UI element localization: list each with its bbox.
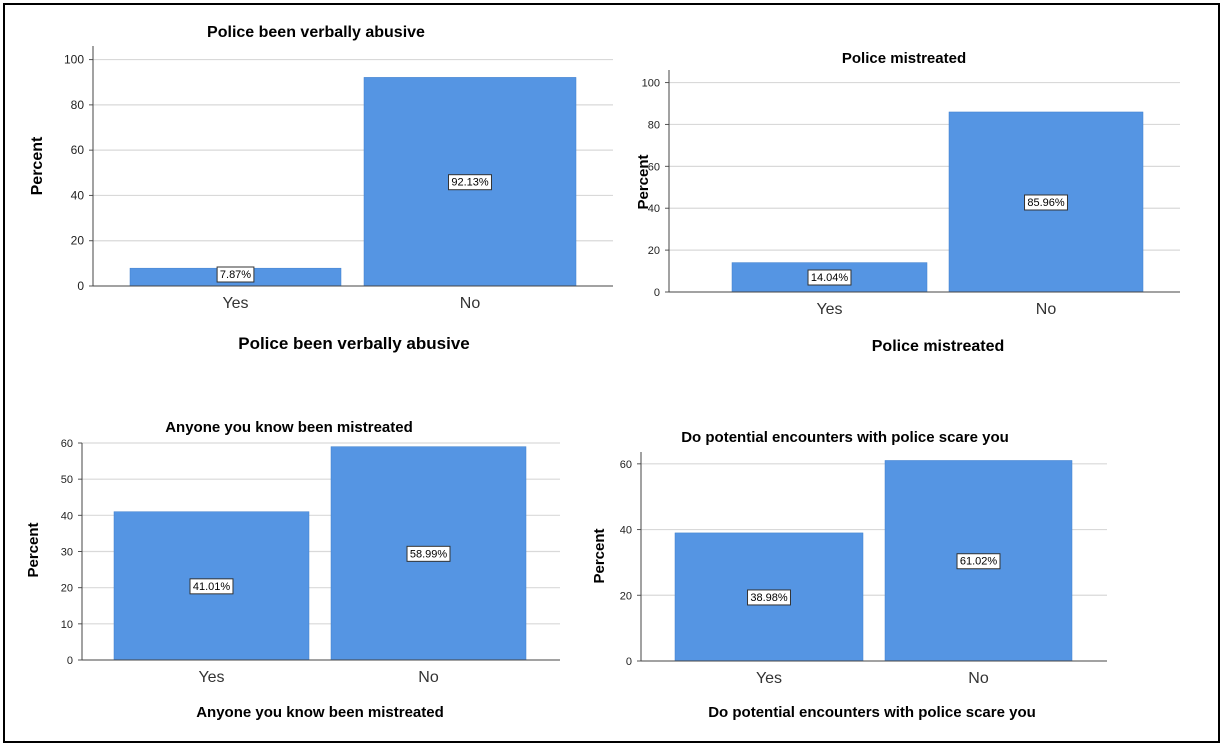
x-tick-label: No: [1036, 301, 1057, 318]
y-tick-label: 100: [64, 53, 84, 67]
data-label: 7.87%: [220, 269, 251, 281]
x-tick-label: Yes: [756, 670, 782, 687]
data-label: 58.99%: [410, 548, 448, 560]
x-tick-label: No: [418, 669, 439, 686]
y-tick-label: 40: [71, 188, 85, 202]
data-label-box: [956, 553, 1001, 570]
x-tick-label: No: [968, 670, 989, 687]
y-tick-label: 0: [654, 287, 660, 299]
chart-3: 0 10 20 30 40 50 60 41.01% 58.99% Yes No Anyone you…: [25, 419, 560, 721]
y-tick-label: 60: [620, 459, 632, 471]
data-label-box: [1024, 194, 1068, 211]
data-label-box: [448, 174, 492, 191]
y-axis-label: Percent: [25, 522, 42, 577]
data-label: 85.96%: [1027, 197, 1065, 209]
x-tick-label: Yes: [222, 295, 248, 312]
y-tick-label: 20: [648, 245, 660, 257]
y-axis-label: Percent: [635, 154, 652, 209]
y-axis-label: Percent: [591, 528, 608, 583]
x-tick-label: Yes: [198, 669, 224, 686]
y-tick-label: 60: [71, 143, 85, 157]
y-tick-label: 0: [67, 655, 73, 667]
x-axis-label: Anyone you know been mistreated: [196, 704, 444, 721]
y-tick-label: 60: [61, 438, 73, 450]
y-tick-label: 60: [648, 161, 660, 173]
chart-4: 0 20 40 60 38.98% 61.02% Yes No Do potential enc…: [591, 429, 1107, 721]
y-tick-label: 40: [620, 525, 632, 537]
data-label: 92.13%: [451, 177, 489, 189]
chart-1: 0 20 40 60 80 100 7.87% 92.13% Yes No Police been …: [29, 24, 613, 353]
y-tick-label: 0: [77, 279, 84, 293]
chart-2: 0 20 40 60 80 100 14.04% 85.96% Yes No Police mist…: [635, 50, 1180, 355]
data-label: 38.98%: [750, 592, 788, 604]
y-tick-label: 40: [648, 203, 660, 215]
y-axis-label: Percent: [29, 136, 46, 195]
y-tick-label: 30: [61, 547, 73, 559]
chart-title: Police mistreated: [842, 50, 966, 67]
data-label-box: [406, 545, 451, 562]
y-tick-label: 50: [61, 474, 73, 486]
x-axis-label: Do potential encounters with police scar…: [708, 704, 1036, 721]
x-axis-label: Police mistreated: [872, 338, 1005, 355]
data-label-box: [747, 589, 791, 606]
data-label-box: [807, 269, 852, 286]
y-tick-label: 20: [61, 583, 73, 595]
y-tick-label: 0: [626, 656, 632, 668]
y-tick-label: 20: [71, 234, 85, 248]
data-label: 61.02%: [960, 556, 998, 568]
y-tick-label: 20: [620, 590, 632, 602]
chart-title: Do potential encounters with police scar…: [681, 429, 1009, 446]
chart-title: Police been verbally abusive: [207, 24, 425, 41]
data-label: 41.01%: [193, 581, 231, 593]
y-tick-label: 80: [648, 119, 660, 131]
y-tick-label: 40: [61, 510, 73, 522]
x-tick-label: Yes: [816, 301, 842, 318]
data-label-box: [189, 578, 234, 595]
y-tick-label: 100: [642, 78, 660, 90]
data-label: 14.04%: [811, 272, 849, 284]
chart-title: Anyone you know been mistreated: [165, 419, 413, 436]
x-tick-label: No: [460, 295, 481, 312]
y-tick-label: 10: [61, 619, 73, 631]
x-axis-label: Police been verbally abusive: [238, 334, 470, 353]
data-label-box: [216, 266, 255, 283]
y-tick-label: 80: [71, 98, 85, 112]
